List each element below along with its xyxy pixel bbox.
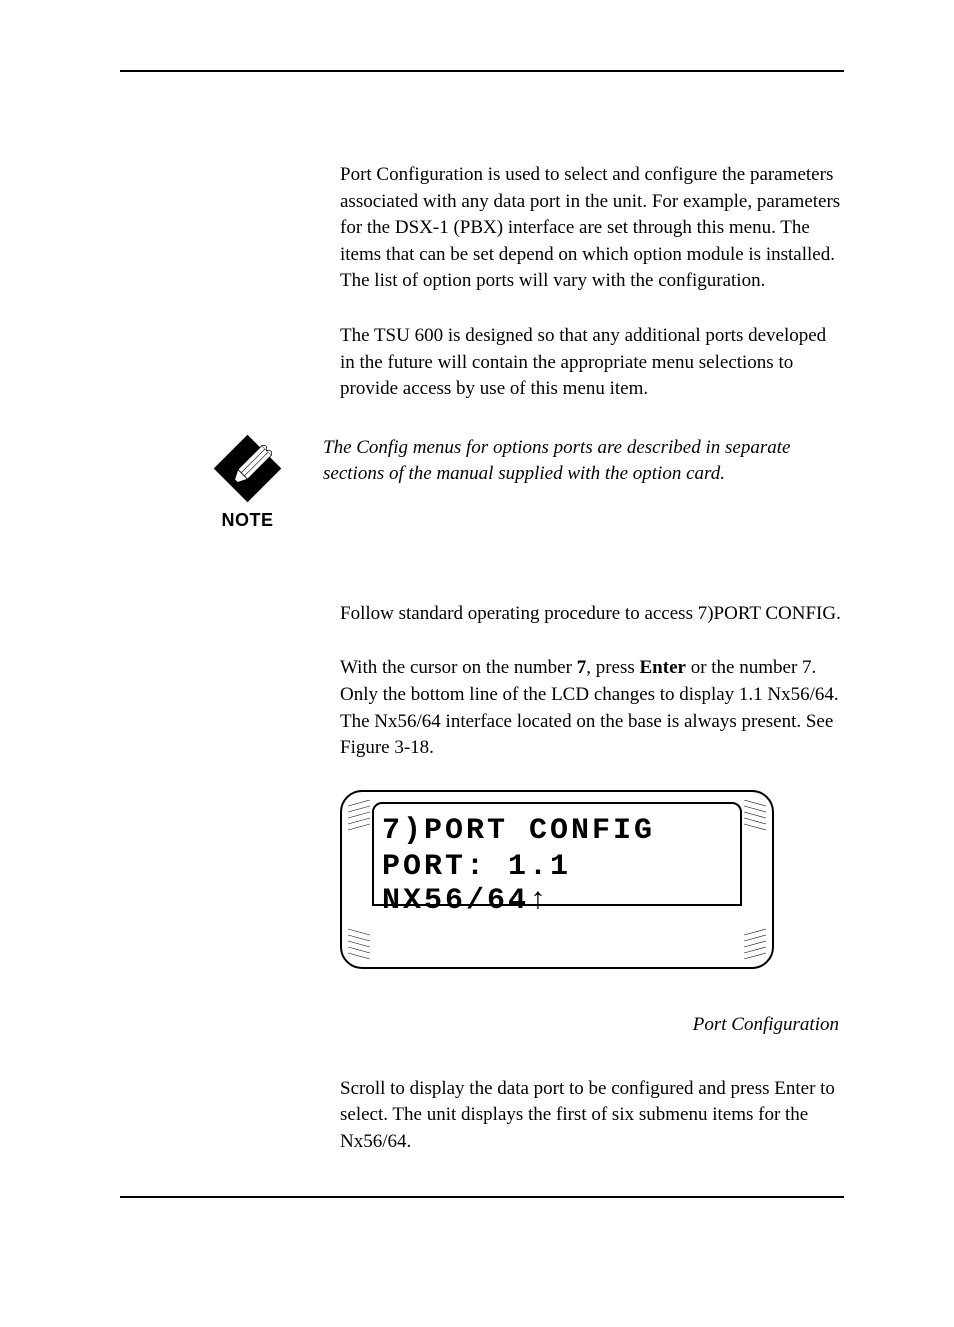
paragraph-3: Follow standard operating procedure to a… [340,601,844,628]
note-pencil-icon [210,431,285,506]
paragraph-2: The TSU 600 is designed so that any addi… [340,323,844,403]
figure-caption: Port Configuration [340,1014,839,1036]
lcd-corner-hatch-bl [348,914,370,959]
paragraph-5: Scroll to display the data port to be co… [340,1076,844,1156]
content-body: Port Configuration is used to select and… [340,162,844,403]
para4-pre: With the cursor on the number [340,657,577,678]
para4-mid: , press [586,657,639,678]
content-body-2: Follow standard operating procedure to a… [340,601,844,1156]
paragraph-4: With the cursor on the number 7, press E… [340,655,844,761]
lcd-corner-hatch-tl [348,800,370,845]
para4-bold-enter: Enter [640,657,686,678]
note-label: NOTE [221,510,273,531]
lcd-line-1: 7)PORT CONFIG [374,814,740,848]
note-block: NOTE The Config menus for options ports … [200,431,844,531]
note-text: The Config menus for options ports are d… [323,435,844,488]
para4-bold-7: 7 [577,657,587,678]
page: Port Configuration is used to select and… [0,0,954,1258]
note-icon-container: NOTE [200,431,295,531]
lcd-screen: 7)PORT CONFIG PORT: 1.1 NX56/64↑ [340,790,774,969]
bottom-rule [120,1196,844,1198]
paragraph-1: Port Configuration is used to select and… [340,162,844,295]
lcd-corner-hatch-br [744,914,766,959]
top-rule [120,70,844,72]
lcd-inner-screen: 7)PORT CONFIG PORT: 1.1 NX56/64↑ [372,802,742,906]
lcd-line-2: PORT: 1.1 NX56/64↑ [374,850,740,918]
lcd-corner-hatch-tr [744,800,766,845]
